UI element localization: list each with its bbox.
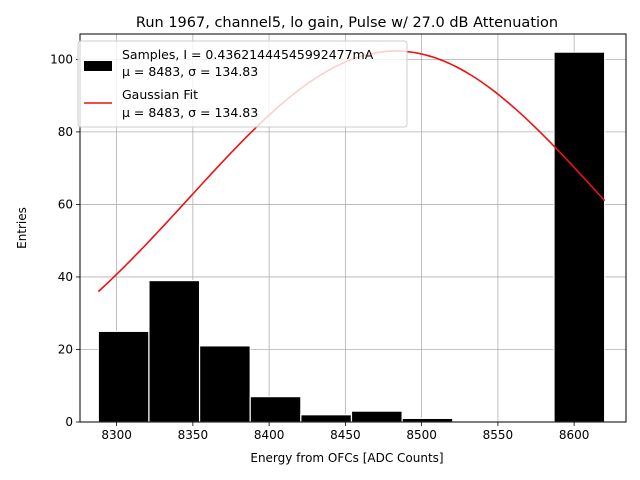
x-tick-label: 8600 <box>559 428 590 442</box>
plot-frame <box>79 33 627 423</box>
y-tick-label: 0 <box>65 415 73 429</box>
legend-fit-label: Gaussian Fit <box>122 87 198 102</box>
legend: Samples, I = 0.43621444545992477mA μ = 8… <box>77 40 408 128</box>
x-tick-label: 8550 <box>483 428 514 442</box>
legend-box <box>77 40 408 128</box>
y-axis-ticks: 0 20 40 60 80 100 <box>50 52 80 429</box>
x-axis-label: Energy from OFCs [ADC Counts] <box>250 451 443 465</box>
x-tick-label: 8500 <box>406 428 437 442</box>
y-tick-label: 100 <box>50 52 73 66</box>
x-tick-label: 8350 <box>178 428 209 442</box>
histogram-bar <box>97 330 150 423</box>
y-tick-label: 60 <box>58 197 73 211</box>
histogram-bar <box>300 414 353 423</box>
x-tick-label: 8300 <box>101 428 132 442</box>
x-tick-label: 8400 <box>254 428 285 442</box>
x-tick-label: 8450 <box>330 428 361 442</box>
legend-histogram-label: Samples, I = 0.43621444545992477mA <box>122 47 374 62</box>
legend-histogram-stats: μ = 8483, σ = 134.83 <box>122 64 258 79</box>
histogram-bars <box>97 51 606 423</box>
legend-fit-stats: μ = 8483, σ = 134.83 <box>122 105 258 120</box>
x-axis-ticks: 8300 8350 8400 8450 8500 8550 8600 <box>101 422 589 442</box>
histogram-bar <box>249 396 302 423</box>
y-axis-label: Entries <box>15 207 29 249</box>
histogram-bar <box>350 410 403 423</box>
histogram-bar <box>148 279 201 423</box>
y-tick-label: 20 <box>58 342 73 356</box>
legend-histogram-swatch <box>84 61 112 71</box>
y-tick-label: 40 <box>58 270 73 284</box>
histogram-bar <box>198 345 251 423</box>
y-tick-label: 80 <box>58 125 73 139</box>
histogram-bar <box>401 417 454 423</box>
histogram-bar <box>553 51 606 423</box>
chart-title: Run 1967, channel5, lo gain, Pulse w/ 27… <box>136 15 558 31</box>
